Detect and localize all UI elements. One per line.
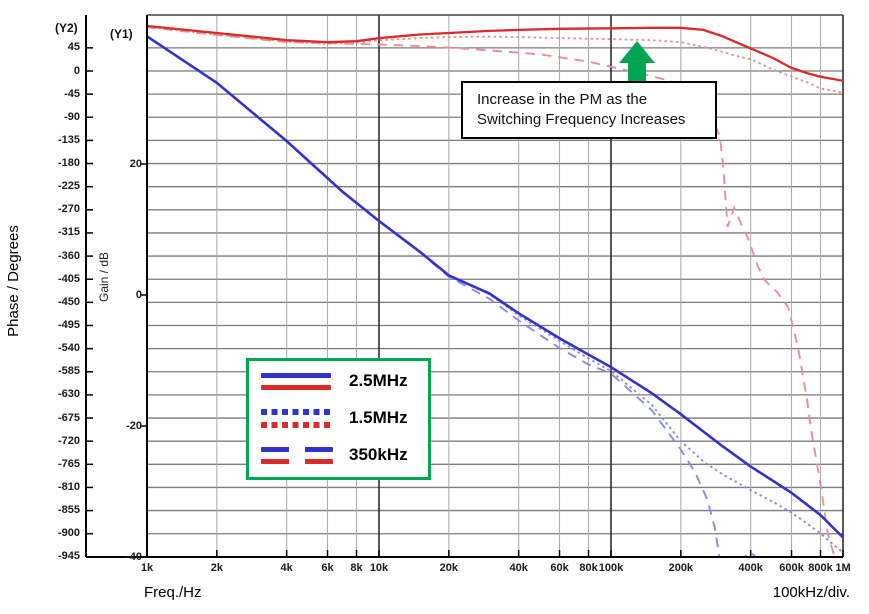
y1-tick-label: 0 (135, 288, 142, 301)
legend-swatch-blue-dashed (261, 446, 333, 452)
legend-item-350kHz: 350kHz (261, 445, 418, 465)
y1-tick-label: -20 (126, 419, 142, 432)
grid-lines (147, 14, 844, 557)
y2-tick-label: -180 (57, 157, 80, 170)
legend-swatch-red-solid (261, 384, 331, 390)
y2-tick-label: -810 (57, 480, 80, 493)
y2-tick-label: -315 (57, 226, 80, 239)
annotation-box: Increase in the PM as the Switching Freq… (461, 81, 717, 139)
legend-swatch-dashed (261, 446, 339, 464)
axes (85, 15, 844, 558)
y2-tick-label: -900 (57, 527, 80, 540)
x-div-note: 100kHz/div. (772, 584, 850, 601)
legend-item-2.5MHz: 2.5MHz (261, 371, 418, 391)
legend-label: 350kHz (349, 445, 408, 464)
y1-tick-label: 20 (129, 157, 142, 170)
curve-phase-1.5MHz (147, 25, 843, 94)
curve-gain-2.5MHz (147, 35, 843, 539)
y1-tick-label: -40 (126, 550, 142, 563)
y2-tick-label: -45 (64, 87, 80, 100)
legend-label: 1.5MHz (349, 408, 408, 427)
y2-tick-label: -945 (57, 550, 80, 563)
x-tick-label: 8k (350, 562, 363, 574)
y2-tick-label: -225 (57, 180, 80, 193)
y2-tick-label: 0 (73, 64, 80, 77)
phase-axis-title: Phase / Degrees (5, 225, 22, 337)
x-tick-label: 20k (439, 562, 458, 574)
legend-box: 2.5MHz 1.5MHz 350kHz (246, 358, 431, 480)
x-tick-label: 600k (779, 562, 804, 574)
gain-axis-title: Gain / dB (97, 251, 111, 303)
y2-tick-label: -270 (57, 203, 80, 216)
x-tick-label: 4k (280, 562, 293, 574)
legend-swatch-red-dashed (261, 458, 333, 464)
legend-swatch-red-dotted (261, 421, 331, 428)
x-tick-label: 80k (579, 562, 598, 574)
y2-tick-label: -585 (57, 365, 80, 378)
y2-axis-tag: (Y2) (55, 21, 78, 35)
legend-swatch-blue-solid (261, 372, 331, 378)
x-tick-label: 800k (808, 562, 833, 574)
y2-tick-label: -135 (57, 133, 80, 146)
y2-tick-label: 45 (67, 41, 80, 54)
x-tick-label: 6k (321, 562, 334, 574)
y2-tick-label: -90 (64, 110, 80, 123)
y2-tick-label: -720 (57, 434, 80, 447)
x-tick-label: 200k (668, 562, 694, 574)
y2-tick-label: -405 (57, 272, 80, 285)
y2-tick-label: -675 (57, 411, 80, 424)
y2-tick-label: -855 (57, 504, 80, 517)
x-axis-title: Freq./Hz (144, 584, 202, 601)
y1-axis-tag: (Y1) (110, 27, 133, 41)
x-tick-label: 40k (509, 562, 528, 574)
x-tick-label: 100k (598, 562, 624, 574)
legend-item-1.5MHz: 1.5MHz (261, 408, 418, 428)
legend-label: 2.5MHz (349, 371, 408, 390)
y2-tick-label: -765 (57, 457, 80, 470)
y2-tick-label: -495 (57, 318, 80, 331)
legend-swatch-blue-dotted (261, 408, 331, 415)
x-tick-label: 400k (738, 562, 763, 574)
y2-tick-label: -540 (57, 342, 80, 355)
curve-phase-2.5MHz (147, 24, 843, 82)
x-tick-label: 1M (835, 562, 851, 574)
annotation-line2: Switching Frequency Increases (477, 111, 686, 128)
x-tick-label: 2k (210, 562, 223, 574)
y2-tick-label: -630 (57, 388, 80, 401)
x-tick-label: 10k (369, 562, 389, 574)
y2-tick-label: -360 (57, 249, 80, 262)
x-tick-label: 1k (140, 562, 154, 574)
arrow-up-icon (619, 41, 655, 63)
annotation-line1: Increase in the PM as the (477, 91, 648, 108)
legend-swatch-solid (261, 372, 339, 390)
legend-swatch-dotted (261, 408, 339, 428)
x-tick-label: 60k (550, 562, 569, 574)
y2-tick-label: -450 (57, 295, 80, 308)
arrow-up-shaft (628, 61, 646, 82)
